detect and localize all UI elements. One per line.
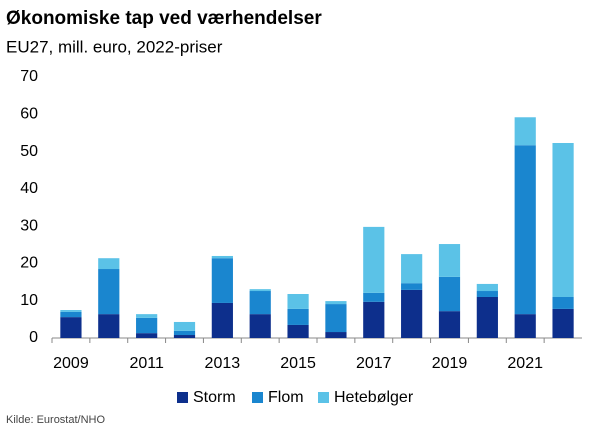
- x-tick-label: 2013: [205, 355, 241, 372]
- bar-segment: [211, 302, 233, 338]
- bar-segment: [60, 311, 82, 318]
- legend-label: Flom: [268, 389, 304, 406]
- bar-segment: [438, 311, 461, 338]
- bar-segment: [211, 255, 233, 259]
- y-tick-label: 20: [20, 255, 38, 272]
- bar-segment: [401, 283, 423, 290]
- bar-segment: [249, 289, 271, 292]
- bar-segment: [325, 332, 347, 338]
- y-tick-label: 50: [20, 143, 38, 160]
- bar-segment: [136, 333, 158, 338]
- bar-segment: [136, 314, 158, 318]
- chart-title: Økonomiske tap ved værhendelser: [6, 8, 322, 29]
- x-tick-label: 2019: [432, 355, 468, 372]
- bar-segment: [325, 304, 347, 333]
- bar-segment: [476, 296, 498, 338]
- bar-segment: [552, 296, 574, 309]
- bar-segment: [173, 330, 196, 336]
- bar-segment: [287, 308, 309, 325]
- bar-segment: [249, 314, 271, 338]
- bar-segment: [173, 335, 196, 338]
- y-tick-label: 40: [20, 180, 38, 197]
- bar-segment: [325, 301, 347, 305]
- bar-segment: [136, 317, 158, 334]
- bar-segment: [287, 294, 309, 309]
- x-tick-label: 2021: [507, 355, 543, 372]
- bar-segment: [438, 244, 461, 277]
- chart-subtitle: EU27, mill. euro, 2022-priser: [6, 37, 223, 56]
- bar-segment: [363, 226, 385, 293]
- legend-swatch: [252, 392, 263, 403]
- y-tick-label: 30: [20, 217, 38, 234]
- bar-segment: [552, 308, 574, 338]
- y-tick-label: 70: [20, 68, 38, 85]
- bar-segment: [514, 314, 536, 338]
- bar-segment: [173, 321, 196, 331]
- bar-segment: [211, 258, 233, 303]
- x-tick-label: 2011: [129, 355, 164, 372]
- y-tick-label: 0: [29, 329, 38, 346]
- bar-segment: [552, 142, 574, 297]
- bar-segment: [401, 254, 423, 284]
- bar-segment: [514, 145, 536, 315]
- x-tick-label: 2017: [356, 355, 392, 372]
- bar-segment: [98, 269, 120, 315]
- bar-segment: [363, 301, 385, 338]
- bar-segment: [98, 258, 120, 270]
- bar-segment: [60, 317, 82, 338]
- bar-segment: [438, 276, 461, 312]
- x-tick-label: 2015: [280, 355, 316, 372]
- legend-swatch: [318, 392, 329, 403]
- legend-swatch: [177, 392, 188, 403]
- bar-segment: [98, 314, 120, 338]
- bar-segment: [476, 291, 498, 297]
- bar-segment: [60, 310, 82, 312]
- x-tick-label: 2009: [53, 355, 89, 372]
- bar-segment: [287, 324, 309, 338]
- legend-label: Hetebølger: [334, 389, 414, 406]
- bar-segment: [514, 117, 536, 146]
- bar-segment: [363, 292, 385, 302]
- bar-segment: [401, 289, 423, 338]
- legend-label: Storm: [193, 389, 236, 406]
- bar-segment: [249, 291, 271, 315]
- y-tick-label: 60: [20, 106, 38, 123]
- y-tick-label: 10: [20, 292, 38, 309]
- bar-segment: [476, 283, 498, 292]
- source: Kilde: Eurostat/NHO: [6, 414, 105, 426]
